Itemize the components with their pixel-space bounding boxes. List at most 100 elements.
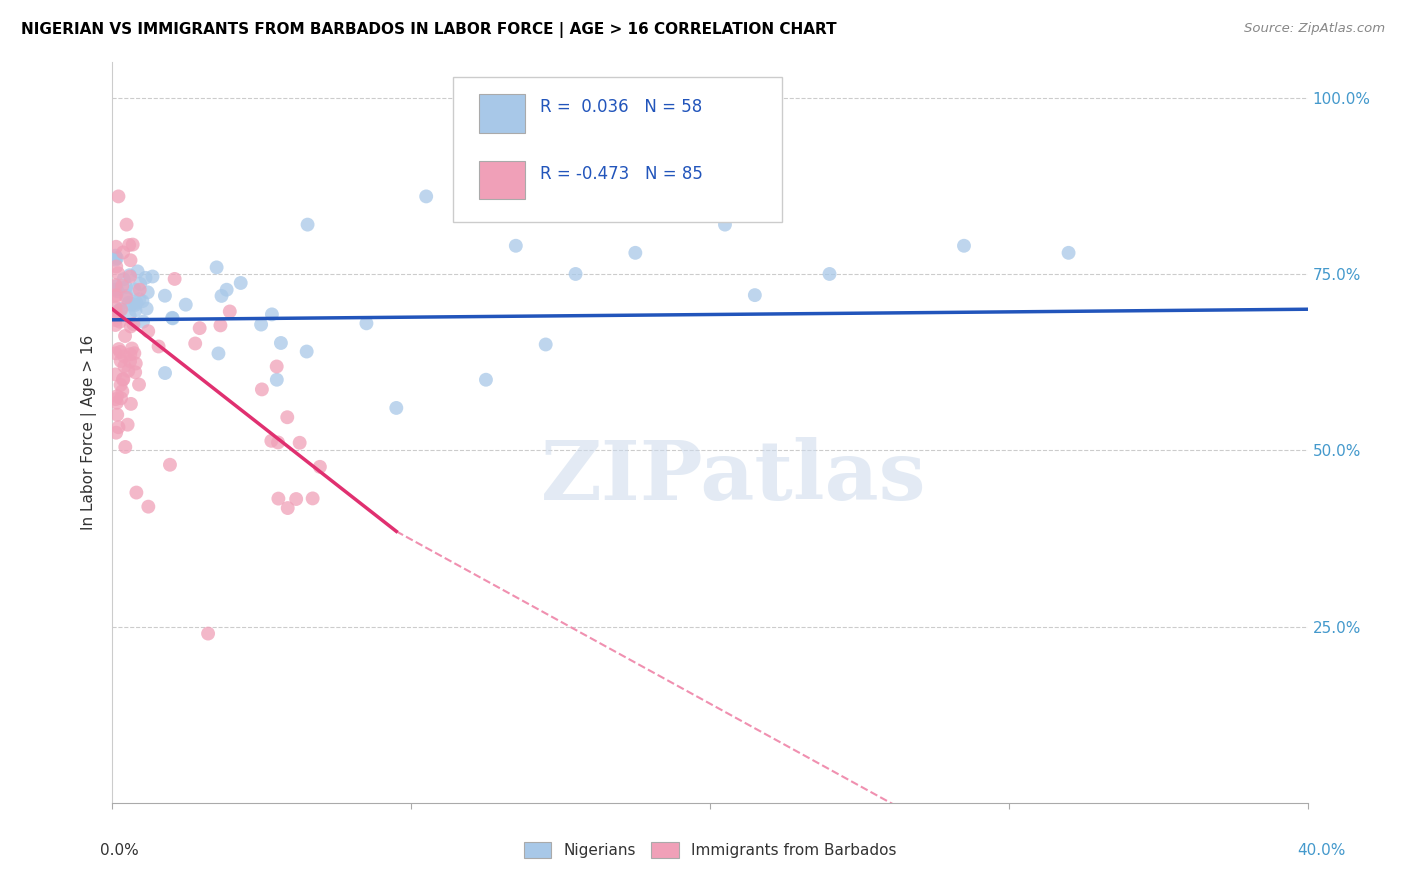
Point [107, 342, 129, 356]
Point [111, 278, 134, 293]
Point [104, 346, 127, 360]
Point [125, 356, 148, 370]
Point [260, 434, 283, 448]
Point [110, 301, 132, 316]
Point [105, 389, 128, 403]
Point [266, 359, 288, 374]
Point [818, 267, 841, 281]
Point [104, 301, 127, 315]
Point [505, 239, 527, 253]
Point [120, 298, 142, 312]
Point [218, 304, 240, 318]
Point [115, 291, 138, 305]
Point [129, 277, 152, 291]
Point [120, 253, 142, 268]
Point [250, 383, 273, 397]
Point [153, 366, 176, 380]
Point [624, 245, 647, 260]
Point [128, 377, 150, 392]
Point [110, 354, 132, 368]
Point [115, 218, 138, 232]
Point [120, 269, 142, 284]
Point [415, 189, 437, 203]
Point [207, 346, 229, 360]
Text: ZIPatlas: ZIPatlas [541, 437, 927, 517]
Point [107, 303, 129, 318]
Point [128, 283, 150, 297]
Point [953, 239, 976, 253]
Point [295, 344, 318, 359]
Point [118, 238, 141, 252]
Point [122, 317, 145, 331]
Point [160, 310, 183, 325]
FancyBboxPatch shape [479, 161, 524, 200]
Point [229, 276, 252, 290]
Point [118, 309, 141, 323]
Point [153, 289, 176, 303]
Point [148, 339, 170, 353]
Point [714, 218, 737, 232]
Point [136, 285, 159, 300]
FancyBboxPatch shape [453, 78, 782, 221]
Point [112, 245, 135, 260]
Point [744, 288, 766, 302]
Point [104, 310, 127, 324]
Point [120, 319, 142, 334]
Point [288, 435, 311, 450]
Point [188, 321, 211, 335]
Point [107, 285, 129, 299]
Point [110, 391, 132, 405]
Point [104, 392, 127, 406]
Point [112, 272, 135, 286]
Point [108, 315, 131, 329]
Point [174, 298, 197, 312]
Point [105, 240, 128, 254]
Text: 40.0%: 40.0% [1298, 843, 1346, 858]
Point [260, 307, 283, 321]
Point [131, 294, 153, 309]
Legend: Nigerians, Immigrants from Barbados: Nigerians, Immigrants from Barbados [523, 842, 897, 858]
Point [120, 397, 142, 411]
Point [117, 417, 139, 432]
Y-axis label: In Labor Force | Age > 16: In Labor Force | Age > 16 [80, 335, 97, 530]
Point [111, 384, 134, 399]
Point [475, 373, 498, 387]
Point [132, 315, 155, 329]
Point [159, 458, 181, 472]
Point [115, 289, 138, 303]
Point [285, 491, 308, 506]
Point [105, 306, 128, 320]
Point [356, 316, 378, 330]
Point [120, 347, 142, 361]
Point [385, 401, 408, 415]
Text: Source: ZipAtlas.com: Source: ZipAtlas.com [1244, 22, 1385, 36]
Point [270, 336, 292, 351]
Point [105, 395, 128, 409]
Point [105, 260, 128, 274]
Point [215, 283, 238, 297]
Point [125, 485, 148, 500]
Point [197, 626, 219, 640]
Point [104, 318, 127, 332]
Point [128, 293, 150, 307]
Point [163, 272, 186, 286]
Point [114, 329, 136, 343]
Point [136, 324, 159, 338]
Point [276, 410, 298, 425]
Point [205, 260, 228, 275]
Point [105, 425, 128, 440]
Point [110, 378, 132, 392]
Point [267, 435, 290, 450]
Point [121, 342, 143, 356]
Point [124, 282, 146, 296]
FancyBboxPatch shape [479, 95, 524, 133]
Point [309, 459, 332, 474]
Point [105, 251, 128, 265]
Point [135, 301, 157, 316]
Point [107, 420, 129, 434]
Point [124, 298, 146, 312]
Point [209, 318, 232, 333]
Point [110, 302, 132, 317]
Point [115, 280, 138, 294]
Point [127, 264, 149, 278]
